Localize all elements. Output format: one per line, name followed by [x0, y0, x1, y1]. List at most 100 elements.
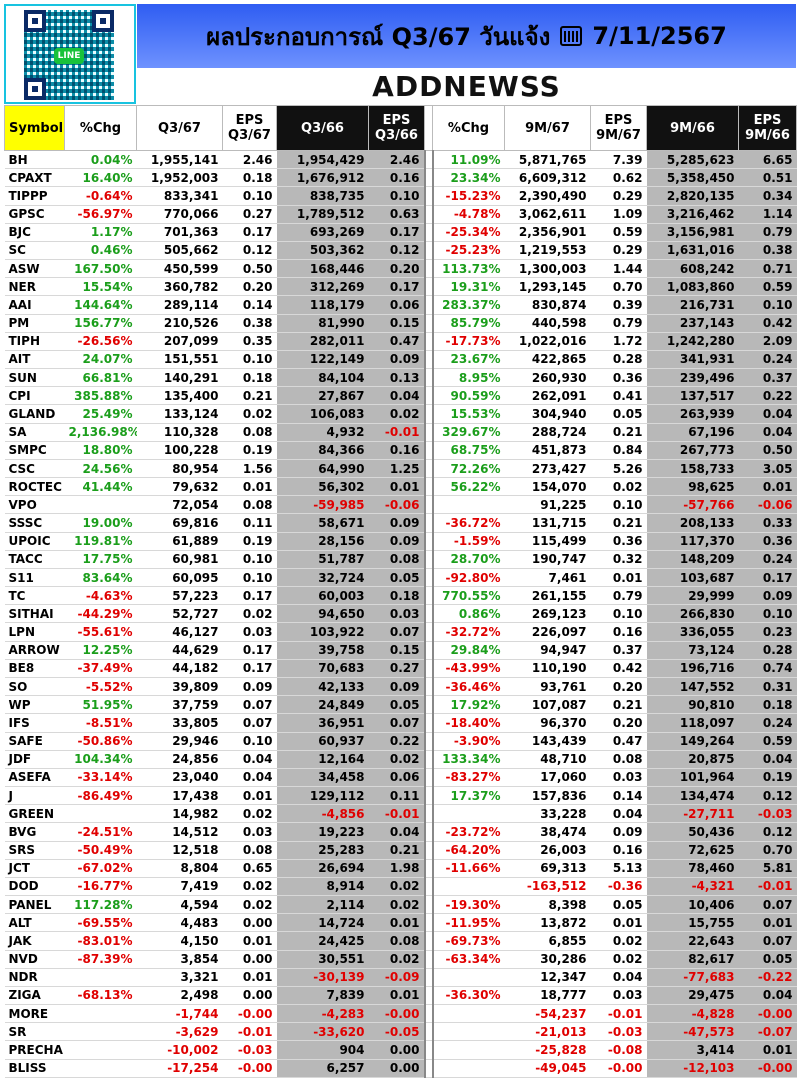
- column-gap: [423, 441, 434, 460]
- table-row: SUN 66.81% 140,291 0.18 84,104 0.13 8.95% 260,9…: [4, 368, 797, 388]
- column-gap: [423, 1004, 434, 1024]
- cell-9m-66: -4,828: [646, 1004, 739, 1024]
- column-gap: [423, 459, 434, 479]
- cell-chg-9m: -92.80%: [432, 568, 505, 588]
- cell-chg-q: -87.39%: [64, 950, 137, 969]
- cell-q3-67: 44,182: [136, 659, 223, 678]
- cell-eps-q3-67: 0.35: [222, 332, 277, 351]
- cell-q3-67: 505,662: [136, 241, 223, 261]
- cell-eps-q3-67: 0.07: [222, 695, 277, 715]
- cell-9m-67: 38,474: [504, 822, 591, 842]
- cell-9m-66: -27,711: [646, 804, 739, 824]
- cell-eps-q3-67: 0.08: [222, 841, 277, 860]
- title-bar: ผลประกอบการณ์ Q3/67 วันแจ้ง 7/11/2567: [137, 4, 796, 68]
- cell-eps-9m-66: 0.12: [738, 822, 797, 842]
- cell-q3-66: 168,446: [276, 259, 369, 279]
- cell-symbol: CPAXT: [4, 168, 65, 188]
- table-header-row: Symbol %Chg Q3/67 EPS Q3/67 Q3/66 EPS Q3/6…: [4, 105, 797, 151]
- cell-eps-9m-66: 0.04: [738, 986, 797, 1006]
- cell-q3-67: 360,782: [136, 277, 223, 297]
- cell-chg-9m: [432, 495, 505, 515]
- cell-9m-67: 93,761: [504, 677, 591, 697]
- cell-9m-67: 143,439: [504, 732, 591, 751]
- cell-chg-q: 104.34%: [64, 750, 137, 769]
- cell-chg-q: 18.80%: [64, 441, 137, 460]
- table-row: JAK -83.01% 4,150 0.01 24,425 0.08 -69.73% 6,85…: [4, 931, 797, 951]
- cell-q3-67: 79,632: [136, 477, 223, 497]
- cell-eps-q3-66: 0.11: [368, 786, 425, 806]
- cell-eps-q3-66: 0.01: [368, 913, 425, 933]
- header-eps-9m-66: EPS 9M/66: [738, 105, 797, 151]
- report-date: 7/11/2567: [592, 22, 727, 50]
- cell-9m-66: 239,496: [646, 368, 739, 388]
- cell-eps-9m-67: 5.26: [590, 459, 647, 479]
- header-eps-q3-66: EPS Q3/66: [368, 105, 425, 151]
- cell-chg-q: 156.77%: [64, 314, 137, 333]
- cell-eps-q3-66: -0.01: [368, 423, 425, 442]
- cell-eps-9m-66: 1.14: [738, 205, 797, 224]
- cell-chg-9m: 329.67%: [432, 423, 505, 442]
- cell-eps-9m-66: -0.22: [738, 968, 797, 987]
- cell-symbol: S11: [4, 568, 65, 588]
- cell-chg-q: -24.51%: [64, 822, 137, 842]
- cell-eps-9m-67: 0.20: [590, 677, 647, 697]
- cell-9m-66: 208,133: [646, 513, 739, 533]
- cell-eps-9m-67: 0.36: [590, 368, 647, 388]
- cell-chg-9m: -3.90%: [432, 732, 505, 751]
- cell-eps-9m-66: 0.19: [738, 768, 797, 788]
- cell-eps-q3-67: 0.65: [222, 859, 277, 878]
- column-gap: [423, 550, 434, 569]
- line-qr-code: LINE: [4, 4, 136, 104]
- column-gap: [423, 822, 434, 842]
- cell-eps-9m-67: 0.04: [590, 968, 647, 987]
- column-gap: [423, 622, 434, 642]
- column-gap: [423, 513, 434, 533]
- cell-q3-67: 2,498: [136, 986, 223, 1006]
- cell-q3-66: 70,683: [276, 659, 369, 678]
- cell-chg-q: 0.46%: [64, 241, 137, 261]
- cell-9m-66: 608,242: [646, 259, 739, 279]
- column-gap: [423, 895, 434, 915]
- table-row: JDF 104.34% 24,856 0.04 12,164 0.02 133.34% 48,…: [4, 750, 797, 769]
- cell-chg-9m: -17.73%: [432, 332, 505, 351]
- cell-9m-67: 261,155: [504, 586, 591, 606]
- cell-q3-67: 12,518: [136, 841, 223, 860]
- cell-chg-9m: -25.23%: [432, 241, 505, 261]
- cell-chg-q: -44.29%: [64, 604, 137, 624]
- cell-9m-67: 2,390,490: [504, 186, 591, 206]
- cell-9m-66: 10,406: [646, 895, 739, 915]
- cell-9m-66: 5,285,623: [646, 150, 739, 170]
- cell-q3-66: -30,139: [276, 968, 369, 987]
- column-gap: [423, 877, 434, 897]
- cell-symbol: SSSC: [4, 513, 65, 533]
- cell-symbol: UPOIC: [4, 532, 65, 551]
- cell-q3-67: 207,099: [136, 332, 223, 351]
- cell-9m-67: 422,865: [504, 350, 591, 370]
- table-body: BH 0.04% 1,955,141 2.46 1,954,429 2.46 11.09% 5…: [4, 150, 797, 1078]
- cell-eps-q3-67: 0.17: [222, 223, 277, 242]
- cell-eps-9m-67: 0.04: [590, 804, 647, 824]
- cell-q3-67: 3,321: [136, 968, 223, 987]
- cell-9m-67: 288,724: [504, 423, 591, 442]
- cell-eps-q3-66: 0.04: [368, 822, 425, 842]
- table-row: ARROW 12.25% 44,629 0.17 39,758 0.15 29.84% 94,…: [4, 641, 797, 660]
- table-row: SA 2,136.98% 110,328 0.08 4,932 -0.01 329.67% 2…: [4, 423, 797, 442]
- cell-9m-67: 91,225: [504, 495, 591, 515]
- cell-eps-q3-66: 0.07: [368, 622, 425, 642]
- cell-9m-66: 103,687: [646, 568, 739, 588]
- table-row: CPAXT 16.40% 1,952,003 0.18 1,676,912 0.16 23.…: [4, 168, 797, 188]
- cell-q3-67: 833,341: [136, 186, 223, 206]
- cell-chg-9m: 23.34%: [432, 168, 505, 188]
- column-gap: [423, 314, 434, 333]
- cell-q3-67: 1,952,003: [136, 168, 223, 188]
- cell-eps-9m-67: 0.10: [590, 495, 647, 515]
- cell-chg-9m: -15.23%: [432, 186, 505, 206]
- cell-q3-66: 84,104: [276, 368, 369, 388]
- table-row: SMPC 18.80% 100,228 0.19 84,366 0.16 68.75% 451…: [4, 441, 797, 460]
- cell-9m-66: 237,143: [646, 314, 739, 333]
- cell-chg-9m: 68.75%: [432, 441, 505, 460]
- cell-eps-9m-66: 0.74: [738, 659, 797, 678]
- cell-chg-q: 24.07%: [64, 350, 137, 370]
- cell-q3-67: 8,804: [136, 859, 223, 878]
- table-row: NVD -87.39% 3,854 0.00 30,551 0.02 -63.34% 30,2…: [4, 950, 797, 969]
